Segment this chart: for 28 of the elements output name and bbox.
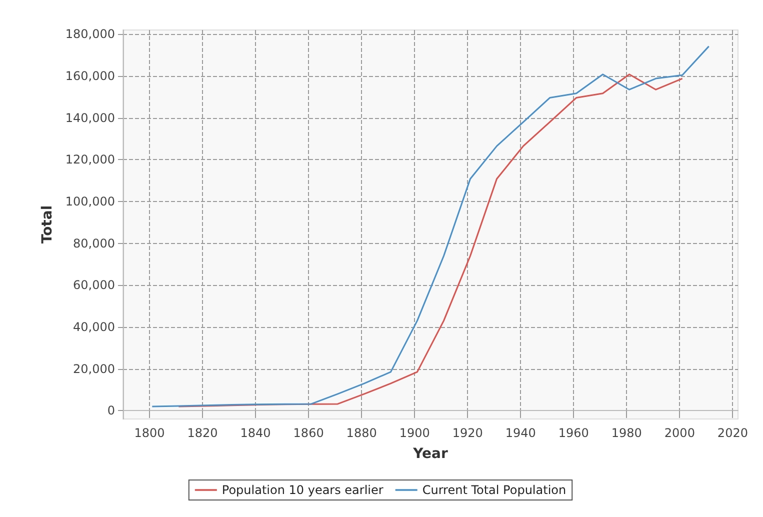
line-series bbox=[151, 46, 710, 408]
y-axis-title: Total bbox=[39, 205, 56, 244]
x-tick-label: 1880 bbox=[346, 426, 377, 440]
y-tick-label: 160,000 bbox=[65, 69, 115, 84]
x-tick-label: 1980 bbox=[611, 426, 642, 440]
line-series bbox=[178, 74, 684, 408]
x-tick-label: 1840 bbox=[240, 426, 271, 440]
x-tick-label: 1960 bbox=[558, 426, 589, 440]
x-tick-label: 1940 bbox=[505, 426, 536, 440]
y-tick-label: 0 bbox=[107, 404, 115, 418]
y-tick-label: 40,000 bbox=[73, 320, 115, 334]
y-tick-label: 80,000 bbox=[73, 236, 115, 250]
y-tick-label: 180,000 bbox=[65, 27, 115, 42]
y-tick-label: 60,000 bbox=[73, 278, 115, 292]
x-tick-label: 2020 bbox=[717, 426, 748, 440]
x-tick-label: 1800 bbox=[134, 426, 165, 440]
legend-label: Current Total Population bbox=[422, 483, 566, 497]
legend-label: Population 10 years earlier bbox=[222, 483, 384, 497]
x-axis-title: Year bbox=[412, 446, 448, 462]
y-tick-label: 120,000 bbox=[65, 152, 115, 167]
x-tick-label: 1900 bbox=[399, 426, 430, 440]
x-tick-label: 2000 bbox=[664, 426, 695, 440]
y-tick-label: 20,000 bbox=[73, 362, 115, 376]
y-tick-label: 140,000 bbox=[65, 110, 115, 125]
x-tick-label: 1860 bbox=[293, 426, 324, 440]
y-tick-label: 100,000 bbox=[65, 194, 115, 208]
x-tick-label: 1920 bbox=[452, 426, 483, 440]
x-tick-label: 1820 bbox=[187, 426, 218, 440]
